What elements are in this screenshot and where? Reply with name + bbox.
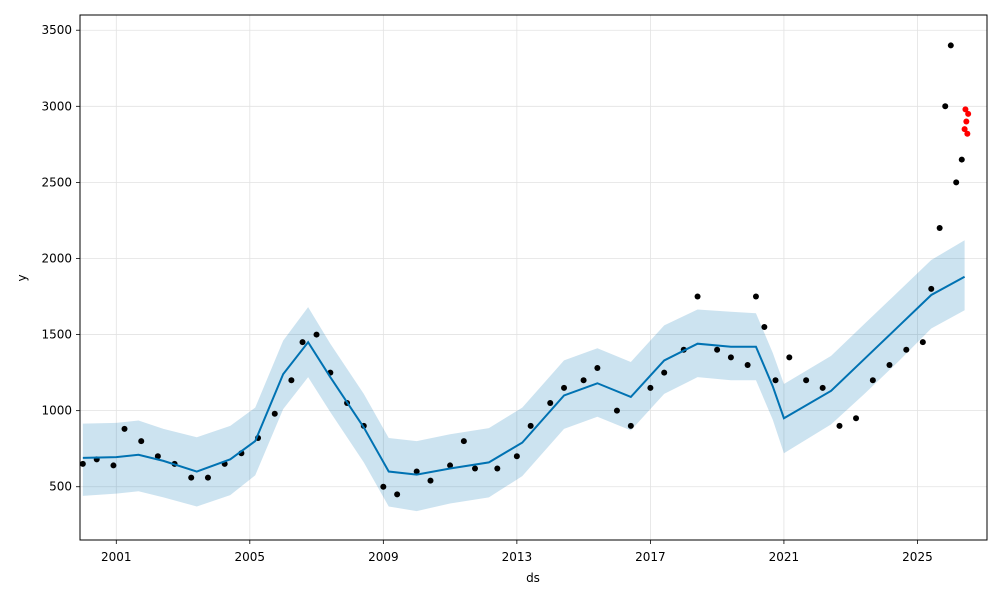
- observed-point: [513, 453, 520, 460]
- observed-point: [744, 362, 751, 368]
- x-axis-label: ds: [526, 571, 540, 585]
- observed-point: [580, 377, 587, 384]
- observed-point: [953, 179, 960, 186]
- observed-point: [413, 468, 420, 475]
- observed-point: [460, 438, 467, 445]
- recent-point: [961, 126, 968, 133]
- x-tick-label: 2001: [101, 550, 132, 564]
- observed-point: [853, 415, 860, 422]
- observed-point: [110, 462, 117, 469]
- grid-lines: [80, 15, 987, 540]
- observed-point: [694, 293, 701, 300]
- observed-point: [714, 346, 721, 353]
- x-tick-label: 2021: [769, 550, 800, 564]
- observed-point: [121, 425, 128, 432]
- x-axis-ticks: 2001 2005 2009 2013 2017 2021 2025: [101, 540, 933, 564]
- observed-point: [627, 422, 634, 429]
- y-tick-label: 1000: [41, 404, 72, 418]
- y-axis-label: y: [15, 274, 29, 281]
- y-axis-ticks: 500 1000 1500 2000 2500 3000 3500: [41, 23, 80, 494]
- recent-points: [961, 106, 972, 137]
- observed-point: [527, 422, 534, 429]
- observed-point: [313, 331, 320, 338]
- x-tick-label: 2013: [502, 550, 533, 564]
- observed-points: [79, 42, 965, 498]
- x-tick-label: 2025: [902, 550, 933, 564]
- observed-point: [727, 354, 734, 361]
- observed-point: [647, 384, 654, 391]
- observed-point: [661, 369, 668, 376]
- observed-point: [936, 225, 943, 232]
- uncertainty-band: [82, 240, 965, 512]
- observed-point: [903, 346, 910, 353]
- y-tick-label: 2000: [41, 251, 72, 265]
- observed-point: [394, 491, 401, 498]
- x-tick-label: 2017: [635, 550, 666, 564]
- observed-point: [299, 339, 306, 346]
- observed-point: [869, 377, 876, 384]
- recent-point: [965, 110, 972, 117]
- observed-point: [958, 156, 965, 163]
- y-tick-label: 1500: [41, 328, 72, 342]
- recent-point: [963, 118, 970, 125]
- observed-point: [942, 103, 949, 110]
- observed-point: [447, 462, 454, 469]
- observed-point: [494, 465, 501, 472]
- observed-point: [380, 483, 387, 490]
- plot-frame: [79, 14, 988, 541]
- observed-point: [761, 323, 768, 330]
- observed-point: [836, 422, 843, 429]
- observed-point: [928, 285, 935, 292]
- observed-point: [919, 339, 926, 346]
- observed-point: [752, 293, 759, 300]
- observed-point: [947, 42, 954, 49]
- observed-point: [138, 438, 145, 445]
- recent-point: [964, 130, 971, 137]
- y-tick-label: 500: [49, 480, 72, 494]
- observed-point: [819, 384, 826, 391]
- observed-point: [594, 365, 601, 372]
- observed-point: [613, 407, 620, 414]
- observed-point: [547, 400, 554, 407]
- observed-point: [427, 477, 434, 484]
- x-tick-label: 2009: [368, 550, 399, 564]
- observed-point: [271, 410, 278, 417]
- x-tick-label: 2005: [235, 550, 266, 564]
- observed-point: [288, 377, 295, 384]
- observed-point: [886, 362, 893, 368]
- observed-point: [561, 384, 568, 391]
- y-tick-label: 3000: [41, 99, 72, 113]
- observed-point: [472, 465, 479, 472]
- y-tick-label: 3500: [41, 23, 72, 37]
- recent-point: [962, 106, 969, 113]
- observed-point: [786, 354, 793, 361]
- forecast-line: [82, 275, 966, 476]
- observed-point: [204, 474, 211, 481]
- observed-point: [803, 377, 810, 384]
- observed-point: [188, 474, 195, 481]
- observed-point: [79, 460, 86, 467]
- observed-point: [772, 377, 779, 384]
- observed-point: [154, 453, 161, 460]
- y-tick-label: 2500: [41, 175, 72, 189]
